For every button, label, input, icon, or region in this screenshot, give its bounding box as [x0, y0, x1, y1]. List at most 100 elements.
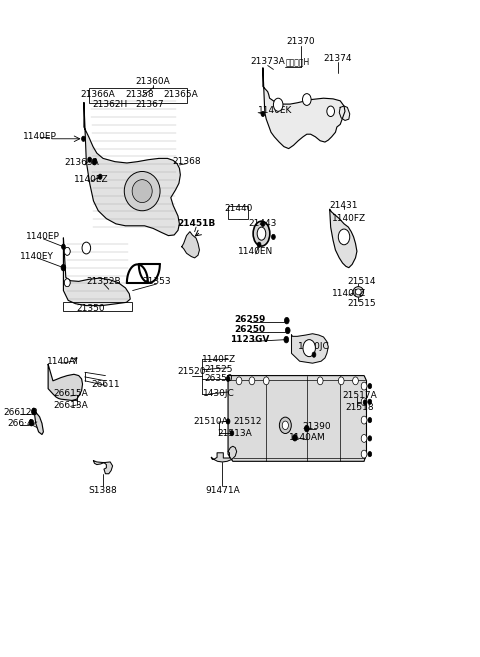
- Polygon shape: [330, 210, 357, 267]
- Polygon shape: [34, 408, 43, 434]
- Text: 21431: 21431: [330, 201, 358, 210]
- Text: 21517A: 21517A: [342, 392, 377, 400]
- Text: 21443: 21443: [249, 219, 277, 229]
- Circle shape: [317, 377, 323, 385]
- Circle shape: [285, 327, 290, 334]
- Circle shape: [368, 436, 372, 441]
- Text: 21513A: 21513A: [218, 428, 252, 438]
- Circle shape: [353, 377, 359, 385]
- Circle shape: [261, 221, 265, 227]
- Circle shape: [82, 242, 91, 254]
- Text: 21373A: 21373A: [250, 57, 285, 66]
- Text: 1140FZ: 1140FZ: [332, 289, 366, 298]
- Text: 21365A: 21365A: [163, 90, 198, 99]
- Text: 26612B: 26612B: [3, 408, 38, 417]
- Text: 21353: 21353: [142, 277, 171, 286]
- Text: 21362H: 21362H: [93, 100, 128, 108]
- Circle shape: [88, 157, 92, 162]
- Circle shape: [29, 419, 34, 426]
- Circle shape: [302, 94, 311, 105]
- Circle shape: [61, 244, 65, 250]
- Circle shape: [272, 235, 276, 240]
- Text: 1140AI: 1140AI: [47, 357, 78, 366]
- Text: 1140FZ: 1140FZ: [332, 214, 366, 223]
- Text: 21352B: 21352B: [87, 277, 121, 286]
- Circle shape: [64, 279, 70, 286]
- Text: 1140FZ: 1140FZ: [202, 355, 236, 364]
- Circle shape: [284, 336, 288, 343]
- Text: 21366A: 21366A: [81, 90, 115, 99]
- Circle shape: [368, 384, 372, 389]
- Text: 1140AM: 1140AM: [289, 433, 326, 442]
- Circle shape: [361, 416, 367, 424]
- Bar: [63, 302, 132, 311]
- Text: 21368: 21368: [172, 157, 201, 166]
- Circle shape: [304, 425, 309, 432]
- Circle shape: [226, 376, 230, 382]
- Text: 21390: 21390: [302, 422, 331, 431]
- Text: 21358: 21358: [125, 90, 154, 99]
- Circle shape: [292, 434, 297, 441]
- Polygon shape: [182, 232, 199, 258]
- Circle shape: [32, 408, 36, 415]
- Text: 21365A: 21365A: [64, 158, 99, 168]
- Polygon shape: [48, 365, 83, 401]
- Ellipse shape: [257, 227, 266, 240]
- Text: 21514: 21514: [348, 277, 376, 286]
- Circle shape: [64, 248, 70, 255]
- Polygon shape: [339, 106, 350, 120]
- Ellipse shape: [253, 221, 270, 246]
- Circle shape: [361, 434, 367, 442]
- Circle shape: [257, 242, 261, 248]
- Text: 21370: 21370: [287, 37, 315, 47]
- Circle shape: [361, 398, 367, 406]
- Text: 21440: 21440: [225, 204, 253, 214]
- Text: 21360A: 21360A: [136, 77, 170, 85]
- Text: 26250: 26250: [234, 325, 265, 334]
- Circle shape: [361, 450, 367, 458]
- Text: 1140EZ: 1140EZ: [74, 175, 108, 184]
- Text: 21451B: 21451B: [177, 219, 215, 229]
- Polygon shape: [94, 461, 113, 474]
- Text: 26615A: 26615A: [53, 390, 88, 398]
- Text: 1140EK: 1140EK: [258, 106, 292, 115]
- Circle shape: [98, 174, 102, 179]
- Bar: [89, 89, 187, 102]
- Text: 21520: 21520: [177, 367, 205, 376]
- Circle shape: [368, 451, 372, 457]
- Circle shape: [338, 377, 344, 385]
- Circle shape: [327, 106, 335, 116]
- Text: 21518: 21518: [345, 403, 373, 411]
- Text: 1430JC: 1430JC: [298, 342, 330, 351]
- Polygon shape: [84, 102, 180, 236]
- Text: 266·4: 266·4: [8, 419, 33, 428]
- Polygon shape: [291, 334, 328, 363]
- Text: 1123GV: 1123GV: [230, 335, 269, 344]
- Text: 21374: 21374: [324, 54, 352, 63]
- Text: 26613A: 26613A: [53, 401, 88, 409]
- Circle shape: [368, 399, 372, 405]
- Text: 21367: 21367: [135, 100, 164, 108]
- Circle shape: [230, 430, 234, 436]
- Circle shape: [338, 229, 350, 245]
- Polygon shape: [228, 376, 366, 461]
- Ellipse shape: [353, 286, 364, 297]
- Text: 21515: 21515: [348, 299, 376, 308]
- Text: 1140EN: 1140EN: [238, 247, 274, 256]
- Text: 91471A: 91471A: [205, 486, 240, 495]
- Circle shape: [312, 352, 316, 357]
- Circle shape: [249, 377, 255, 385]
- Circle shape: [264, 377, 269, 385]
- Text: シンコスH: シンコスH: [285, 57, 310, 66]
- Text: 26611: 26611: [91, 380, 120, 388]
- Circle shape: [226, 419, 230, 424]
- Text: 21525: 21525: [204, 365, 233, 374]
- Circle shape: [363, 400, 367, 405]
- Circle shape: [61, 264, 66, 271]
- Text: 21512: 21512: [233, 417, 262, 426]
- Circle shape: [274, 98, 283, 111]
- Text: 1140EP: 1140EP: [26, 233, 60, 241]
- Text: 1140EP: 1140EP: [23, 132, 57, 141]
- Circle shape: [92, 158, 97, 165]
- Circle shape: [303, 340, 315, 357]
